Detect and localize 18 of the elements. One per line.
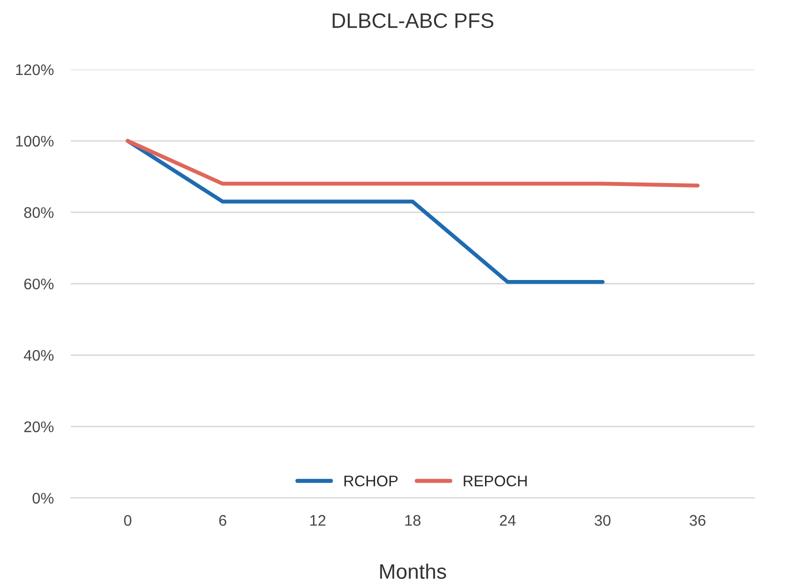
chart-title: DLBCL-ABC PFS	[332, 13, 494, 28]
legend-label: RCHOP	[344, 476, 398, 486]
y-tick-label: 120%	[16, 64, 54, 76]
y-tick-label: 20%	[24, 421, 54, 432]
y-tick-label: 40%	[24, 350, 54, 361]
x-tick-label: 30	[594, 515, 610, 526]
x-tick-label: 36	[690, 515, 706, 526]
y-tick-label: 80%	[24, 207, 54, 218]
y-tick-label: 100%	[16, 136, 54, 147]
y-tick-label: 60%	[24, 278, 54, 290]
x-tick-label: 24	[500, 515, 516, 526]
x-axis-title: Months	[380, 564, 446, 579]
x-tick-label: 6	[219, 515, 226, 526]
x-tick-label: 12	[310, 515, 326, 526]
x-tick-label: 18	[405, 515, 420, 526]
legend-label: REPOCH	[464, 476, 527, 486]
y-tick-label: 0%	[32, 492, 54, 504]
x-tick-label: 0	[124, 515, 132, 526]
